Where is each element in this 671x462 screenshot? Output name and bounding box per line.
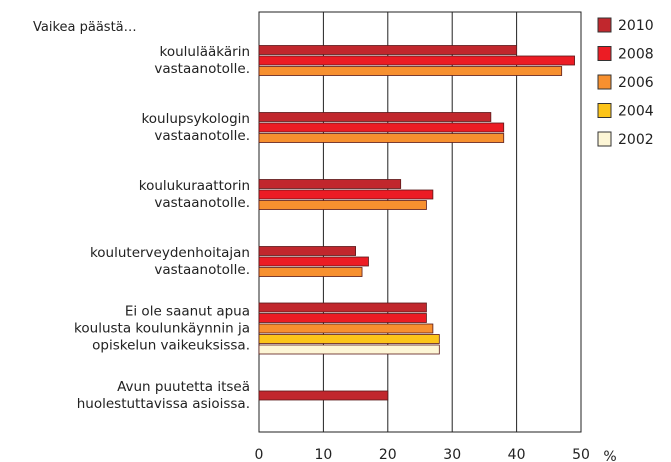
bar xyxy=(258,344,440,355)
legend-swatch xyxy=(597,103,612,118)
category-label: kouluterveydenhoitajan vastaanotolle. xyxy=(89,244,250,278)
bar xyxy=(258,246,356,256)
bar xyxy=(258,256,369,267)
x-tick-label: 20 xyxy=(379,447,397,462)
legend-label: 2006 xyxy=(618,75,654,91)
category-label: koulupsykologin vastaanotolle. xyxy=(141,110,250,144)
bar xyxy=(258,45,518,55)
bar xyxy=(258,323,434,334)
bar xyxy=(258,302,427,313)
category-label: Ei ole saanut apua koulusta koulunkäynni… xyxy=(74,303,250,353)
legend-label: 2010 xyxy=(618,18,654,34)
bar xyxy=(258,122,505,133)
bar xyxy=(258,313,427,323)
legend-swatch xyxy=(597,131,612,147)
bar xyxy=(258,112,492,122)
x-axis-label: % xyxy=(603,449,616,462)
bar xyxy=(258,179,402,189)
legend-swatch xyxy=(597,74,612,90)
legend-swatch xyxy=(597,46,612,61)
bar xyxy=(258,200,427,210)
category-label: koulukuraattorin vastaanotolle. xyxy=(138,177,250,211)
legend-label: 2008 xyxy=(618,47,654,63)
bar xyxy=(258,267,363,277)
bar xyxy=(258,390,389,401)
legend-label: 2002 xyxy=(618,132,654,148)
bar xyxy=(258,133,505,143)
x-tick-label: 10 xyxy=(314,447,332,462)
bar xyxy=(258,334,440,344)
category-label: Avun puutetta itseä huolestuttavissa asi… xyxy=(76,378,250,412)
bar xyxy=(258,189,434,200)
x-tick-label: 0 xyxy=(255,447,264,462)
x-tick-label: 40 xyxy=(508,447,526,462)
category-label: koululääkärin vastaanotolle. xyxy=(154,43,250,77)
legend-swatch xyxy=(597,17,612,33)
x-tick-label: 50 xyxy=(572,447,590,462)
bar xyxy=(258,66,563,76)
x-tick-label: 30 xyxy=(443,447,461,462)
bar xyxy=(258,55,575,66)
legend-label: 2004 xyxy=(618,104,654,120)
chart-subtitle: Vaikea päästä… xyxy=(33,20,137,35)
